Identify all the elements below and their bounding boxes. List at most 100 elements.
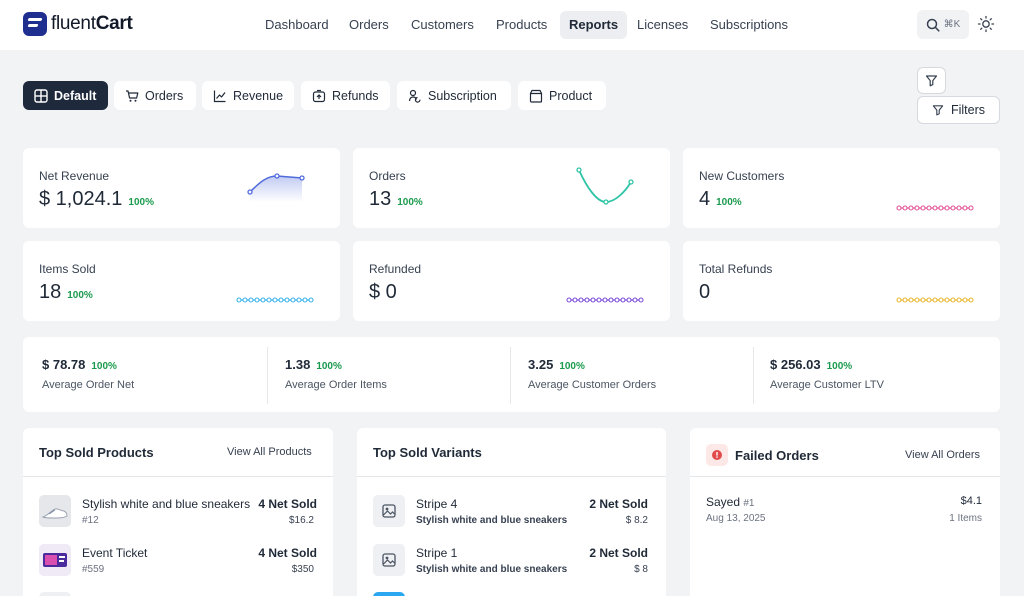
sneaker-image [39,495,71,527]
summary-label: Average Customer LTV [770,379,884,391]
nav-orders[interactable]: Orders [349,17,389,32]
summary-value: $ 256.03 100% [770,357,853,372]
refunded-sparkline [566,297,644,303]
sparkline-point [914,297,920,303]
nav-products[interactable]: Products [496,17,548,32]
stat-value: 13 100% [369,188,423,210]
failed-order-row[interactable]: Sayed #1 Aug 13, 2025 $4.1 1 Items [706,493,982,529]
sun-icon[interactable] [976,14,996,34]
sparkline-point [914,205,920,211]
image-placeholder-icon [373,544,405,576]
failed-orders-panel: Failed Orders View All Orders Sayed #1 A… [690,428,1000,596]
grid-icon [34,88,48,103]
view-all-products-link[interactable]: View All Products [227,446,312,458]
sparkline-point [278,297,284,303]
stat-value: 18 100% [39,281,93,303]
nav-licenses[interactable]: Licenses [637,17,689,32]
logo-text: fluentCart [51,13,133,34]
product-row[interactable]: Stylish white and blue sneakers #12 4 Ne… [39,493,317,529]
tab-product[interactable]: Product [518,81,606,110]
sparkline-point [590,297,596,303]
sparkline-point [254,297,260,303]
stat-value: $ 1,024.1 100% [39,188,154,210]
sparkline-point [896,205,902,211]
sparkline-point [284,297,290,303]
tab-orders-label: Orders [145,88,184,103]
summary-divider [753,347,754,404]
sparkline-point [236,297,242,303]
refund-icon [312,89,326,102]
summary-average-order-net: $ 78.78 100% Average Order Net [23,337,267,412]
stat-card-total-refunds: Total Refunds 0 [683,241,1000,321]
stat-card-new-customers: New Customers 4 100% [683,148,1000,228]
trend-icon [213,90,226,102]
variant-row[interactable]: Stripe 1 Stylish white and blue sneakers… [373,542,648,578]
sparkline-point [602,297,608,303]
nav-customers[interactable]: Customers [411,17,474,32]
summary-value: $ 78.78 100% [42,357,117,372]
tab-subscription-label: Subscription [428,88,497,103]
net-sold: 2 Net Sold [589,497,648,511]
summary-divider [267,347,268,404]
sparkline-point [920,205,926,211]
panel-divider [690,476,1000,477]
top-sold-variants-panel: Top Sold Variants Stripe 4 Stylish white… [357,428,666,596]
summary-label: Average Customer Orders [528,379,657,391]
filters-label: Filters [950,103,986,117]
summary-average-order-items: 1.38 100% Average Order Items [266,337,510,412]
fluentcart-logo[interactable]: fluentCart [23,12,133,36]
variant-thumbnail [373,544,405,576]
variant-row[interactable]: Stripe 4 Stylish white and blue sneakers… [373,493,648,529]
tab-product-label: Product [549,88,593,103]
summary-strip: $ 78.78 100% Average Order Net 1.38 100% A… [23,337,1000,412]
net-sold: 4 Net Sold [258,497,317,511]
sparkline-point [950,297,956,303]
sparkline-point [260,297,266,303]
summary-value: 1.38 100% [285,357,342,372]
sparkline-point [620,297,626,303]
alert-icon [712,450,722,460]
sparkline-point [902,297,908,303]
summary-divider [510,347,511,404]
sparkline-point [902,205,908,211]
nav-reports[interactable]: Reports [560,11,628,39]
tab-refunds[interactable]: Refunds [301,81,390,110]
sparkline-point [962,297,968,303]
tab-subscription[interactable]: Subscription [397,81,511,110]
order-date: Aug 13, 2025 [706,513,766,524]
filter-toggle-button[interactable] [917,67,946,94]
variant-name: Stripe 4 [416,497,458,511]
tab-default[interactable]: Default [23,81,108,110]
order-items: 1 Items [949,513,982,524]
sparkline-point [626,297,632,303]
sparkline-point [272,297,278,303]
sparkline-point [308,297,314,303]
sparkline-point [938,205,944,211]
tab-revenue[interactable]: Revenue [202,81,294,110]
tab-orders[interactable]: Orders [114,81,196,110]
stat-card-net-revenue: Net Revenue $ 1,024.1 100% [23,148,340,228]
sparkline-point [926,205,932,211]
nav-dashboard[interactable]: Dashboard [265,17,329,32]
product-revenue: $350 [291,564,314,575]
variant-revenue: $ 8 [634,564,648,575]
view-all-orders-link[interactable]: View All Orders [905,449,980,461]
sparkline-point [632,297,638,303]
nav-subscriptions[interactable]: Subscriptions [710,17,789,32]
sparkline-point [572,297,578,303]
product-name: Event Ticket [82,546,148,560]
sparkline-point [896,297,902,303]
tab-default-label: Default [54,88,97,103]
sparkline-point [920,297,926,303]
filters-button[interactable]: Filters [917,96,1000,124]
product-row[interactable]: Event Ticket #559 4 Net Sold $350 [39,542,317,578]
search-button[interactable]: ⌘K [917,10,969,39]
new-customers-sparkline [896,205,974,211]
variant-thumbnail [373,495,405,527]
box-icon [529,89,543,103]
top-navigation-bar: fluentCart Dashboard Orders Customers Pr… [0,0,1024,50]
tab-revenue-label: Revenue [233,88,284,103]
variant-product: Stylish white and blue sneakers [416,564,568,575]
funnel-icon [932,105,944,116]
items-sold-sparkline [236,297,314,303]
